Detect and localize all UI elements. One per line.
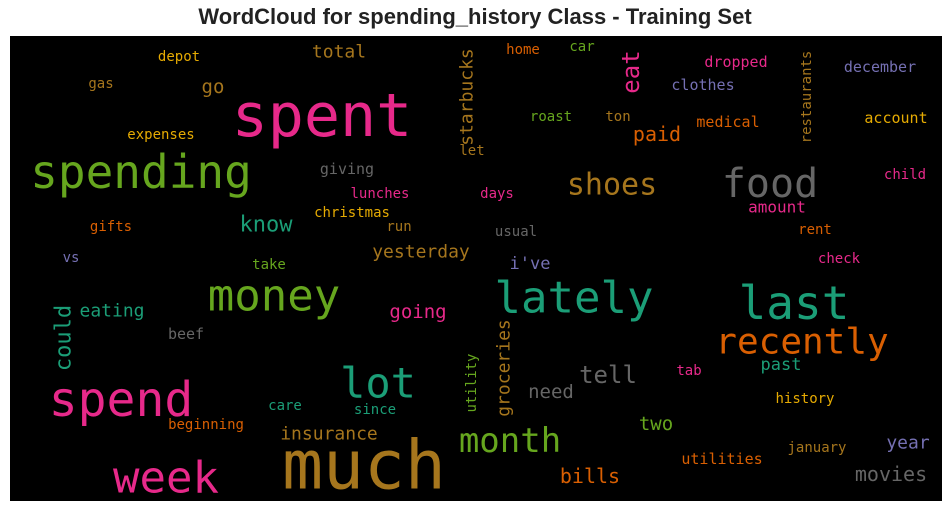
- word-spending: spending: [30, 145, 252, 199]
- word-eat: eat: [617, 50, 645, 93]
- word-past: past: [761, 355, 802, 375]
- word-two: two: [639, 413, 673, 435]
- word-care: care: [268, 398, 302, 414]
- word-depot: depot: [158, 49, 200, 65]
- word-gas: gas: [88, 76, 113, 92]
- word-paid: paid: [633, 122, 681, 146]
- word-restaurants: restaurants: [799, 51, 815, 144]
- word-week: week: [113, 453, 219, 502]
- word-groceries: groceries: [494, 319, 515, 417]
- word-total: total: [312, 42, 366, 63]
- word-know: know: [240, 213, 294, 238]
- word-giving: giving: [320, 160, 374, 178]
- word-december: december: [844, 58, 916, 76]
- word-check: check: [818, 251, 861, 267]
- word-lot: lot: [340, 359, 416, 408]
- word-insurance: insurance: [280, 424, 378, 445]
- word-lately: lately: [495, 273, 654, 324]
- word-roast: roast: [530, 109, 572, 125]
- word-gifts: gifts: [90, 219, 132, 235]
- word-going: going: [389, 301, 446, 323]
- word-let: let: [459, 143, 484, 159]
- word-tab: tab: [676, 363, 701, 379]
- word-clothes: clothes: [671, 76, 734, 94]
- word-run: run: [386, 219, 411, 235]
- word-eating: eating: [79, 301, 144, 322]
- word-beef: beef: [168, 325, 204, 343]
- word-much: much: [282, 427, 446, 502]
- word-beginning: beginning: [168, 417, 244, 433]
- word-cloud: much spent spend spending money lately last wee…: [10, 36, 942, 501]
- word-rent: rent: [798, 222, 832, 238]
- word-lunches: lunches: [350, 186, 409, 202]
- word-history: history: [775, 391, 834, 407]
- word-utility: utility: [464, 353, 480, 412]
- word-account: account: [864, 109, 927, 127]
- word-medical: medical: [696, 113, 759, 131]
- word-january: january: [787, 440, 846, 456]
- word-days: days: [480, 186, 514, 202]
- word-could: could: [52, 305, 77, 371]
- word-need: need: [528, 381, 574, 403]
- word-year: year: [886, 433, 930, 454]
- word-last: last: [739, 276, 850, 330]
- word-yesterday: yesterday: [372, 242, 470, 263]
- word-vs: vs: [63, 250, 80, 266]
- word-cloud-canvas: much spent spend spending money lately last wee…: [30, 39, 930, 502]
- word-child: child: [884, 167, 926, 183]
- word-starbucks: starbucks: [457, 48, 478, 146]
- word-usual: usual: [495, 224, 537, 240]
- word-month: month: [459, 421, 561, 461]
- word-amount: amount: [748, 198, 806, 217]
- word-food: food: [722, 161, 818, 207]
- word-expenses: expenses: [127, 127, 194, 143]
- word-bills: bills: [560, 464, 620, 488]
- word-take: take: [252, 257, 286, 273]
- word-utilities: utilities: [681, 450, 762, 468]
- word-shoes: shoes: [567, 168, 657, 203]
- word-christmas: christmas: [314, 205, 390, 221]
- word-since: since: [354, 402, 396, 418]
- word-dropped: dropped: [704, 53, 767, 71]
- word-car: car: [569, 39, 594, 55]
- word-movies: movies: [855, 462, 927, 486]
- word-spent: spent: [232, 81, 413, 151]
- word-home: home: [506, 42, 540, 58]
- word-go: go: [202, 76, 225, 98]
- word-tell: tell: [579, 361, 637, 389]
- chart-title: WordCloud for spending_history Class - T…: [198, 4, 752, 29]
- word-ton: ton: [605, 109, 630, 125]
- word-money: money: [208, 271, 340, 322]
- word-ive: i've: [510, 254, 551, 274]
- word-recently: recently: [715, 322, 888, 363]
- word-spend: spend: [49, 372, 194, 428]
